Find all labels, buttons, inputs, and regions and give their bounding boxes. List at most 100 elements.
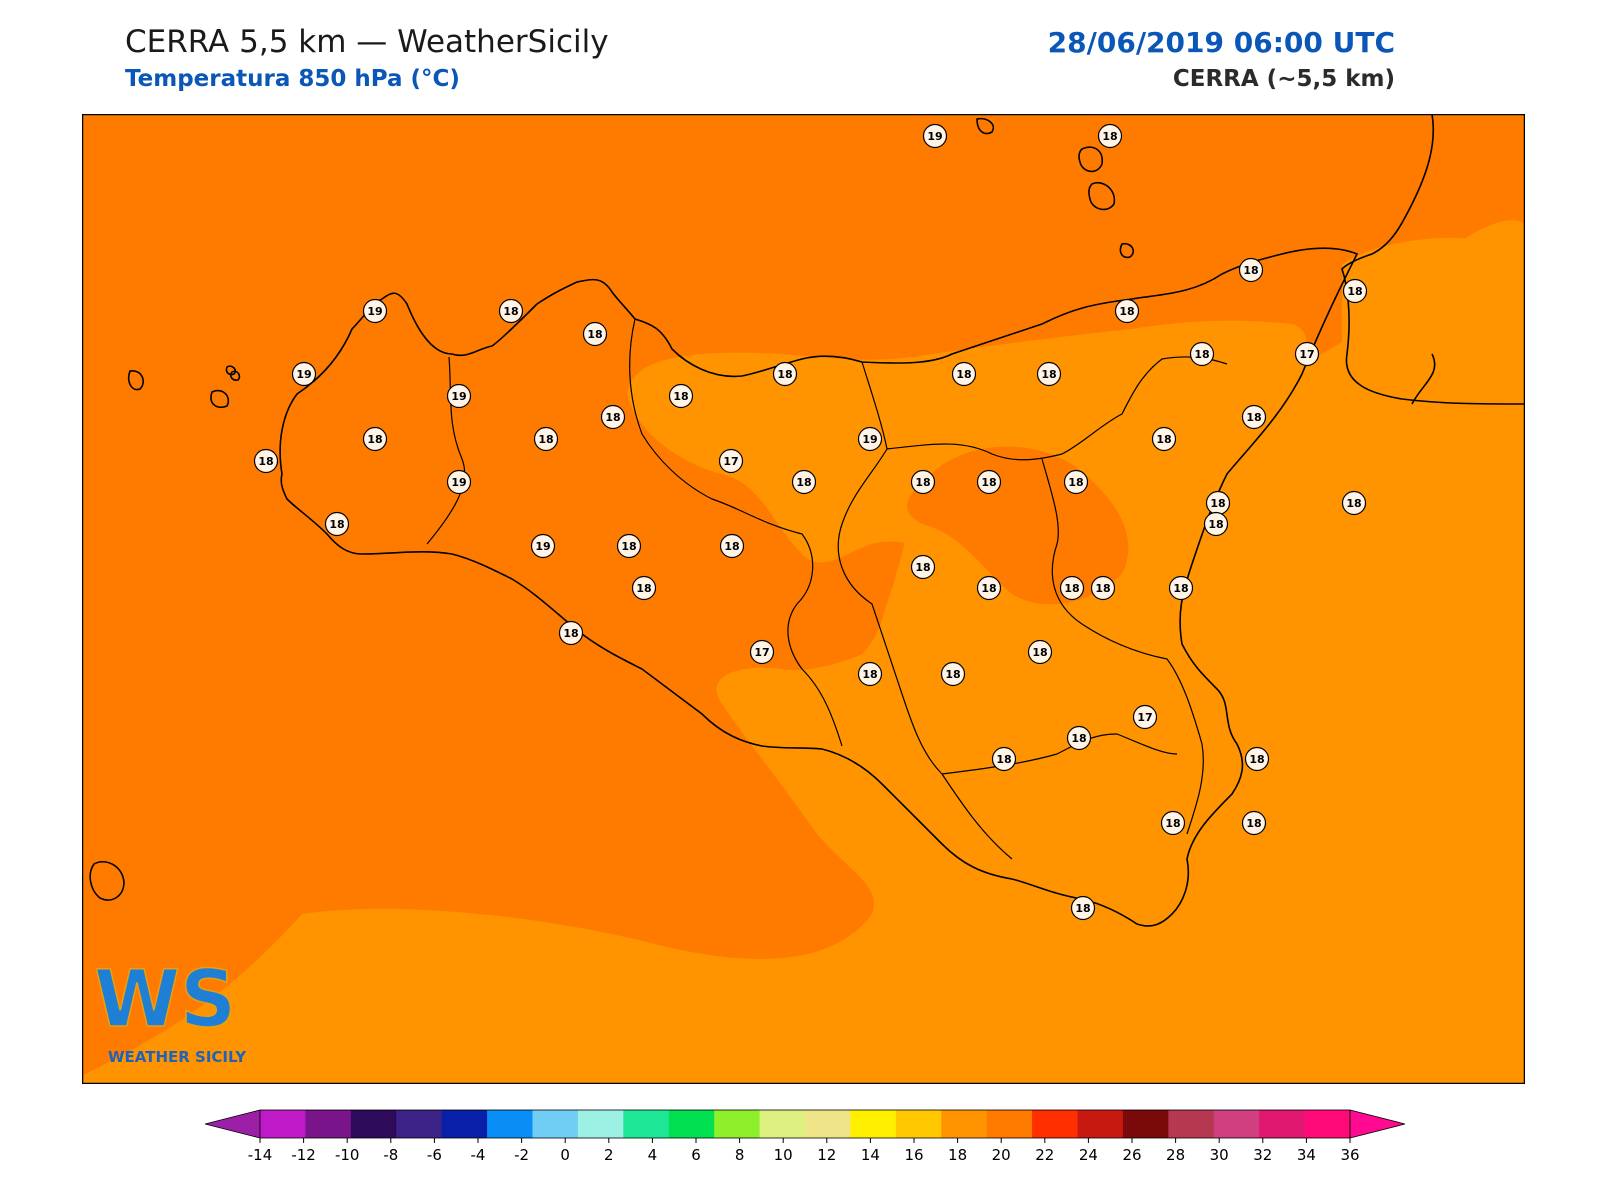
station-marker-circle <box>291 361 317 387</box>
station-value-label: 18 <box>1041 368 1056 381</box>
colorbar-tick-label: -10 <box>335 1146 360 1164</box>
station-marker-circle <box>631 575 657 601</box>
colorbar-tick-label: -12 <box>291 1146 316 1164</box>
colorbar-cell <box>1304 1110 1351 1138</box>
colorbar-tick-label: 16 <box>904 1146 923 1164</box>
station-value-label: 18 <box>981 476 996 489</box>
colorbar-tick-label: 24 <box>1079 1146 1098 1164</box>
station-marker: 18 <box>1114 298 1140 324</box>
station-value-label: 18 <box>1075 902 1090 915</box>
station-value-label: 18 <box>1210 497 1225 510</box>
station-marker: 18 <box>991 746 1017 772</box>
station-value-label: 18 <box>796 476 811 489</box>
station-marker-circle <box>558 620 584 646</box>
station-marker-circle <box>1160 810 1186 836</box>
station-marker: 18 <box>1027 639 1053 665</box>
station-value-label: 18 <box>1064 582 1079 595</box>
station-marker-circle <box>1244 746 1270 772</box>
station-value-label: 18 <box>915 476 930 489</box>
station-marker: 19 <box>291 361 317 387</box>
station-marker-circle <box>1238 257 1264 283</box>
station-value-label: 18 <box>1165 817 1180 830</box>
colorbar-tick-label: -4 <box>471 1146 486 1164</box>
station-marker: 18 <box>940 661 966 687</box>
station-value-label: 19 <box>451 390 466 403</box>
colorbar-cell <box>1259 1110 1306 1138</box>
colorbar-cell <box>487 1110 533 1138</box>
station-value-label: 18 <box>1095 582 1110 595</box>
station-value-label: 18 <box>996 753 1011 766</box>
station-marker-circle <box>976 575 1002 601</box>
station-marker: 18 <box>1070 895 1096 921</box>
station-marker-circle <box>582 321 608 347</box>
station-marker: 18 <box>1036 361 1062 387</box>
station-value-label: 18 <box>1246 411 1261 424</box>
station-value-label: 17 <box>754 646 769 659</box>
station-value-label: 19 <box>367 305 382 318</box>
station-value-label: 18 <box>605 411 620 424</box>
station-marker: 18 <box>1189 341 1215 367</box>
station-marker: 17 <box>1132 704 1158 730</box>
station-marker-circle <box>910 554 936 580</box>
station-marker-circle <box>1027 639 1053 665</box>
station-marker: 18 <box>668 383 694 409</box>
station-marker-circle <box>616 533 642 559</box>
colorbar-arrow-min <box>205 1109 261 1139</box>
station-value-label: 18 <box>915 561 930 574</box>
model-label: CERRA (~5,5 km) <box>1172 66 1395 92</box>
station-marker: 18 <box>362 426 388 452</box>
station-marker-circle <box>1341 490 1367 516</box>
station-marker-circle <box>857 426 883 452</box>
svg-text:WS: WS <box>94 955 236 1045</box>
station-marker-circle <box>1294 341 1320 367</box>
station-marker-circle <box>951 361 977 387</box>
station-value-label: 18 <box>1068 476 1083 489</box>
colorbar-cell <box>396 1110 443 1138</box>
station-marker: 18 <box>253 448 279 474</box>
colorbar-tick-label: 22 <box>1035 1146 1054 1164</box>
station-marker: 18 <box>857 661 883 687</box>
station-marker-circle <box>1203 511 1229 537</box>
colorbar-cell <box>941 1110 988 1138</box>
station-marker: 18 <box>1063 469 1089 495</box>
station-marker: 19 <box>362 298 388 324</box>
station-value-label: 18 <box>621 540 636 553</box>
station-marker-circle <box>1132 704 1158 730</box>
station-marker-circle <box>719 533 745 559</box>
station-marker-circle <box>1059 575 1085 601</box>
station-marker-circle <box>1066 725 1092 751</box>
colorbar-cell <box>668 1110 715 1138</box>
colorbar-cell <box>895 1110 942 1138</box>
station-marker-circle <box>1189 341 1215 367</box>
station-marker: 18 <box>1238 257 1264 283</box>
station-marker: 17 <box>1294 341 1320 367</box>
variable-subtitle: Temperatura 850 hPa (°C) <box>125 66 460 92</box>
colorbar-tick-label: 32 <box>1253 1146 1272 1164</box>
colorbar-tick-label: -2 <box>514 1146 529 1164</box>
station-value-label: 18 <box>1243 264 1258 277</box>
station-marker: 19 <box>922 123 948 149</box>
station-value-label: 17 <box>1299 348 1314 361</box>
station-marker-circle <box>1036 361 1062 387</box>
station-value-label: 18 <box>862 668 877 681</box>
station-value-label: 18 <box>1071 732 1086 745</box>
station-marker: 18 <box>533 426 559 452</box>
station-marker: 18 <box>1203 511 1229 537</box>
station-value-label: 18 <box>673 390 688 403</box>
station-marker-circle <box>1070 895 1096 921</box>
station-marker: 18 <box>558 620 584 646</box>
station-value-label: 18 <box>1194 348 1209 361</box>
station-marker: 19 <box>446 469 472 495</box>
station-marker-circle <box>910 469 936 495</box>
station-marker-circle <box>1090 575 1116 601</box>
colorbar-cell <box>1213 1110 1260 1138</box>
station-value-label: 18 <box>258 455 273 468</box>
station-marker: 18 <box>1241 810 1267 836</box>
station-marker: 18 <box>324 511 350 537</box>
station-marker: 18 <box>951 361 977 387</box>
colorbar-tick-label: 14 <box>861 1146 880 1164</box>
station-value-label: 18 <box>367 433 382 446</box>
station-value-label: 19 <box>535 540 550 553</box>
station-value-label: 17 <box>1137 711 1152 724</box>
station-marker-circle <box>1168 575 1194 601</box>
